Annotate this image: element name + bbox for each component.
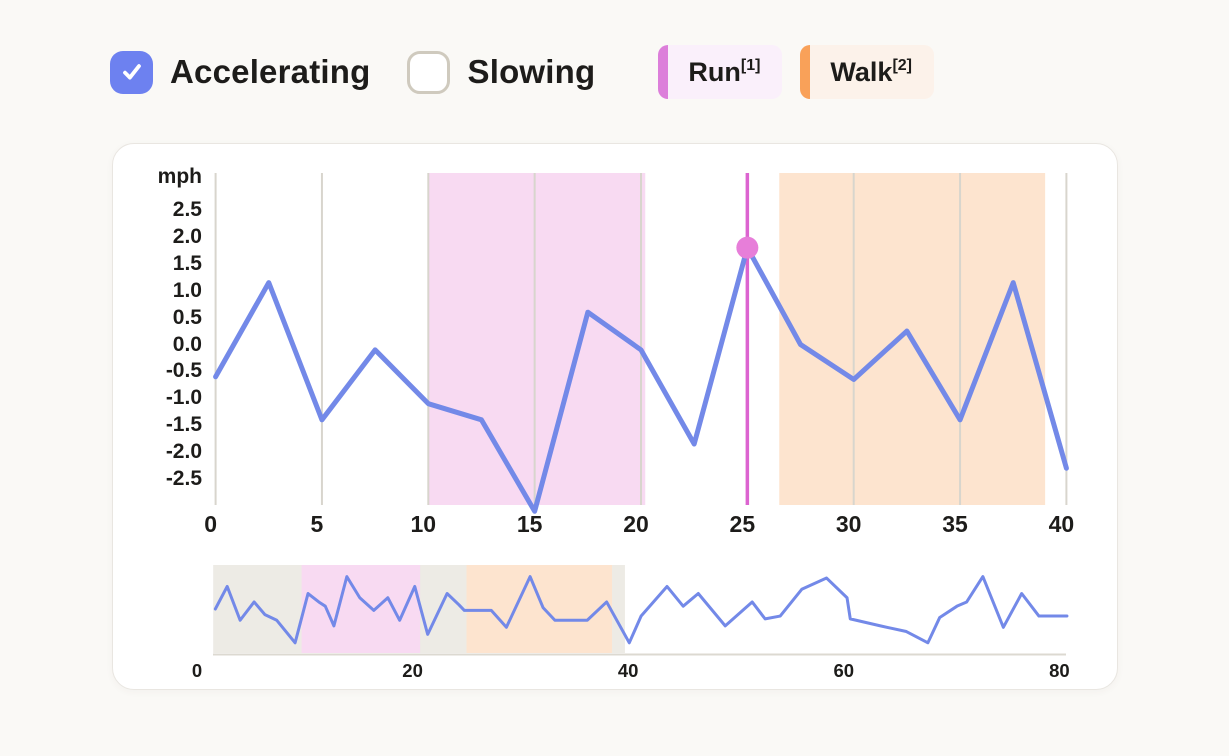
tick-label: 1.0 (172, 278, 202, 302)
tick-label: 1.5 (172, 251, 202, 275)
tick-label: 80 (1049, 660, 1070, 681)
walk-superscript: [2] (892, 56, 912, 74)
walk-color-bar (800, 45, 811, 99)
tick-label: 40 (1048, 511, 1075, 537)
legend-chip-run[interactable]: Run[1] (658, 45, 783, 99)
tick-label: 0.5 (172, 305, 202, 329)
tick-label: -1.5 (165, 413, 202, 437)
checkmark-icon (122, 64, 141, 80)
accelerating-label: Accelerating (170, 53, 371, 90)
run-color-bar (658, 45, 669, 99)
tick-label: 60 (833, 660, 855, 681)
main-chart-plot-area[interactable] (216, 173, 1067, 505)
y-axis-unit-label: mph (157, 165, 202, 188)
tick-label: 5 (310, 511, 324, 537)
tick-label: 20 (623, 511, 649, 537)
tick-label: 15 (516, 511, 543, 537)
slowing-label: Slowing (467, 53, 596, 90)
tick-label: 35 (942, 511, 968, 537)
tick-label: -1.0 (165, 386, 202, 410)
tick-label: 10 (410, 511, 437, 537)
checkbox-group-accelerating: Accelerating (110, 50, 371, 94)
tick-label: 0.0 (172, 332, 202, 356)
controls-row: Accelerating Slowing Run[1] Walk[2] (110, 44, 934, 100)
tick-label: 20 (402, 660, 423, 681)
tick-label: 40 (617, 660, 639, 681)
tick-label: 0 (191, 660, 203, 681)
tick-label: -0.5 (165, 359, 202, 383)
overview-brush-selection[interactable] (213, 565, 625, 654)
tick-label: 25 (729, 511, 756, 537)
walk-label: Walk[2] (830, 56, 912, 87)
tick-label: -2.5 (165, 467, 202, 490)
accelerating-checkbox[interactable] (110, 50, 153, 94)
tick-label: 0 (204, 511, 217, 537)
tick-label: -2.0 (165, 440, 202, 464)
slowing-checkbox[interactable] (407, 50, 451, 94)
run-superscript: [1] (740, 56, 761, 74)
tick-label: 2.0 (172, 224, 202, 248)
legend-chip-walk[interactable]: Walk[2] (800, 45, 934, 99)
run-label: Run[1] (688, 56, 761, 87)
checkbox-group-slowing: Slowing (407, 50, 596, 94)
tick-label: 30 (835, 511, 862, 537)
tick-label: 2.5 (172, 198, 202, 221)
